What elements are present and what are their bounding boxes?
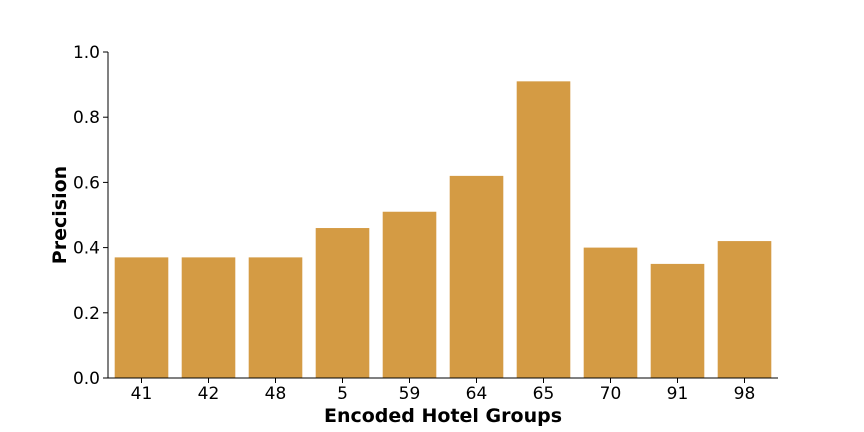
x-axis-ticks: 41 42 48 5 59 64 65 70 91 98	[131, 378, 756, 404]
bar-59	[382, 211, 437, 378]
bar-91	[650, 263, 705, 378]
x-tick-label: 70	[600, 384, 622, 404]
y-axis-ticks: 0.0 0.2 0.4 0.6 0.8 1.0	[73, 43, 108, 389]
bar-70	[583, 247, 638, 378]
x-tick-label: 91	[667, 384, 689, 404]
y-tick-label: 0.4	[73, 239, 100, 259]
x-tick-label: 98	[734, 384, 756, 404]
bar-65	[516, 81, 571, 378]
y-tick-label: 0.6	[73, 173, 100, 193]
x-tick-label: 48	[265, 384, 287, 404]
bar-41	[114, 257, 169, 378]
y-tick-label: 0.0	[73, 369, 100, 389]
bars-group	[114, 81, 772, 378]
x-tick-label: 59	[399, 384, 421, 404]
bar-42	[181, 257, 236, 378]
y-tick-label: 1.0	[73, 43, 100, 63]
x-tick-label: 64	[466, 384, 488, 404]
x-tick-label: 41	[131, 384, 153, 404]
x-tick-label: 5	[337, 384, 348, 404]
bar-5	[315, 228, 370, 378]
x-tick-label: 65	[533, 384, 555, 404]
y-tick-label: 0.8	[73, 108, 100, 128]
bar-98	[717, 241, 772, 378]
y-axis-title: Precision	[49, 166, 71, 264]
x-axis-title: Encoded Hotel Groups	[324, 405, 562, 427]
bar-64	[449, 175, 504, 378]
x-tick-label: 42	[198, 384, 220, 404]
bar-48	[248, 257, 303, 378]
y-tick-label: 0.2	[73, 304, 100, 324]
